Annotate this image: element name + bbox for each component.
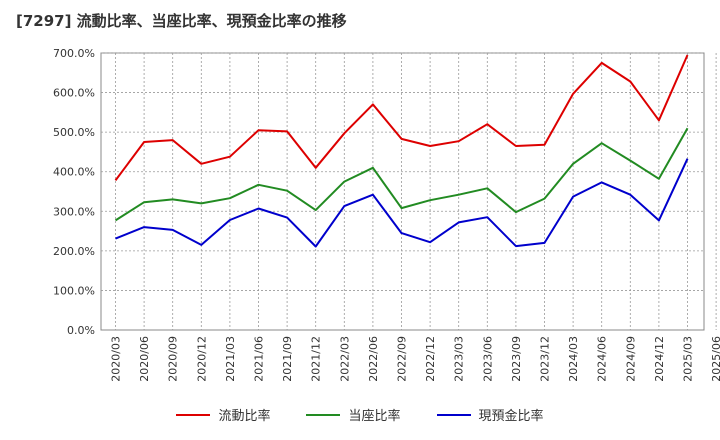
y-tick-label: 200.0% [53,245,95,258]
x-tick-label: 2022/03 [338,336,351,382]
x-tick-label: 2024/06 [596,336,609,382]
series-line-0 [114,54,689,181]
plot-area [100,52,705,331]
x-tick-label: 2020/06 [138,336,151,382]
x-tick-label: 2023/06 [481,336,494,382]
y-tick-label: 700.0% [53,47,95,60]
x-tick-label: 2021/06 [253,336,266,382]
x-tick-label: 2021/12 [310,336,323,382]
x-tick-label: 2020/12 [195,336,208,382]
y-tick-label: 0.0% [67,324,95,337]
x-tick-label: 2024/09 [624,336,637,382]
legend-label-quick-ratio: 当座比率 [348,409,401,424]
x-tick-label: 2025/03 [682,336,695,382]
x-tick-label: 2023/12 [539,336,552,382]
legend-item-quick-ratio: 当座比率 [306,405,401,424]
series-line-1 [114,127,689,222]
legend-item-current-ratio: 流動比率 [176,405,270,424]
series-line-2 [115,158,689,248]
x-tick-label: 2021/09 [281,336,294,382]
chart-title: [7297] 流動比率、当座比率、現預金比率の推移 [16,12,347,30]
y-tick-label: 100.0% [53,284,95,297]
x-tick-label: 2021/03 [224,336,237,382]
x-tick-label: 2023/03 [453,336,466,382]
legend-swatch-current-ratio [176,413,211,416]
x-tick-label: 2020/03 [110,336,123,382]
x-tick-label: 2024/03 [567,336,580,382]
x-tick-label: 2022/09 [396,336,409,382]
x-tick-label: 2020/09 [167,336,180,382]
y-tick-label: 600.0% [53,87,95,100]
y-tick-label: 400.0% [53,166,95,179]
legend-label-current-ratio: 流動比率 [218,409,271,424]
legend-swatch-cash-ratio [436,413,471,416]
legend-swatch-quick-ratio [306,413,341,416]
x-tick-label: 2024/12 [653,336,666,382]
x-tick-label: 2023/09 [510,336,523,382]
x-tick-label: 2025/06 [710,336,720,382]
legend: 流動比率 当座比率 現預金比率 [0,405,720,424]
x-tick-label: 2022/12 [424,336,437,382]
legend-item-cash-ratio: 現預金比率 [436,405,544,424]
y-tick-label: 500.0% [53,126,95,139]
x-tick-label: 2022/06 [367,336,380,382]
y-tick-label: 300.0% [53,205,95,218]
legend-label-cash-ratio: 現預金比率 [478,409,544,424]
